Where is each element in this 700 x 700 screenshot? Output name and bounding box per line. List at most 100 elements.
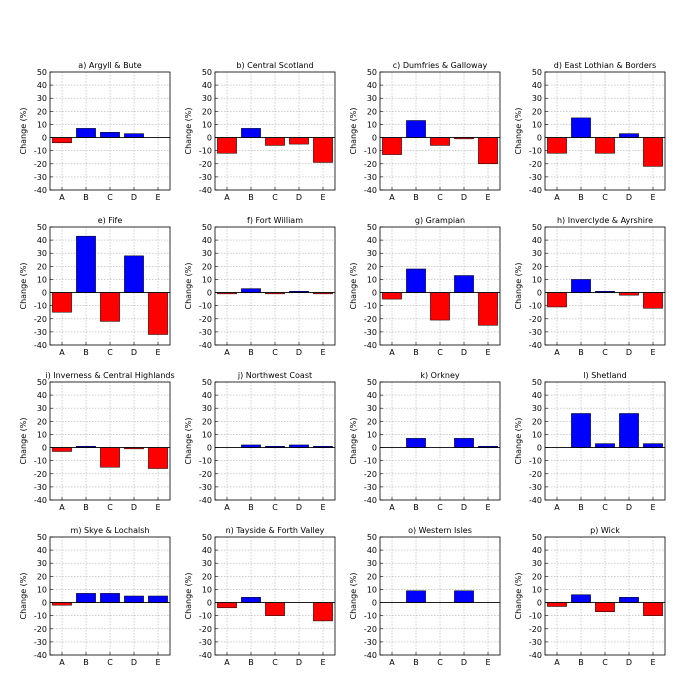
subplot-10: j) Northwest Coast -40 -30 -20 -10 0 10 20 30 40 5… bbox=[184, 371, 336, 512]
y-tick-label: -30 bbox=[364, 483, 377, 492]
y-tick-label: -20 bbox=[529, 160, 542, 169]
y-tick-label: -20 bbox=[34, 315, 47, 324]
y-tick-label: 0 bbox=[42, 289, 47, 298]
bar-A bbox=[217, 602, 237, 609]
y-tick-label: 30 bbox=[202, 94, 212, 103]
y-tick-label: -30 bbox=[364, 173, 377, 182]
x-tick-label: B bbox=[248, 193, 254, 202]
y-tick-label: -10 bbox=[34, 302, 47, 311]
bar-E bbox=[478, 137, 498, 165]
y-axis-label: Change (%) bbox=[349, 572, 358, 619]
y-tick-label: 20 bbox=[37, 262, 47, 271]
y-tick-label: -10 bbox=[529, 612, 542, 621]
x-tick-label: E bbox=[155, 503, 160, 512]
y-tick-label: 0 bbox=[207, 444, 212, 453]
x-tick-label: D bbox=[296, 193, 302, 202]
bar-D bbox=[619, 413, 639, 448]
bar-C bbox=[430, 137, 450, 146]
axes-frame bbox=[214, 71, 336, 191]
y-tick-label: -40 bbox=[364, 651, 377, 660]
bar-E bbox=[643, 292, 663, 309]
x-tick-label: B bbox=[578, 658, 584, 667]
x-tick-label: E bbox=[320, 348, 325, 357]
y-tick-label: -40 bbox=[199, 186, 212, 195]
bar-A bbox=[382, 292, 402, 300]
x-tick-label: C bbox=[107, 503, 113, 512]
x-tick-label: E bbox=[155, 193, 160, 202]
y-tick-label: -10 bbox=[364, 612, 377, 621]
y-tick-label: -20 bbox=[529, 315, 542, 324]
y-tick-label: 40 bbox=[367, 236, 377, 245]
x-tick-label: D bbox=[461, 503, 467, 512]
y-tick-label: -40 bbox=[34, 496, 47, 505]
y-tick-label: 10 bbox=[532, 585, 542, 594]
y-tick-label: 10 bbox=[202, 275, 212, 284]
y-axis-label: Change (%) bbox=[349, 417, 358, 464]
x-tick-label: B bbox=[413, 503, 419, 512]
y-tick-label: -30 bbox=[34, 638, 47, 647]
x-tick-label: D bbox=[626, 193, 632, 202]
x-tick-label: A bbox=[224, 348, 230, 357]
x-tick-label: E bbox=[155, 348, 160, 357]
x-tick-label: B bbox=[413, 193, 419, 202]
x-tick-label: A bbox=[59, 193, 65, 202]
subplot-12: l) Shetland -40 -30 -20 -10 0 10 20 30 40 50 A B C D E C… bbox=[514, 371, 666, 512]
y-tick-label: 0 bbox=[537, 599, 542, 608]
axes-frame bbox=[544, 226, 666, 346]
subplot-8: h) Inverclyde & Ayrshire -40 -30 -20 -10 0 10 2… bbox=[514, 216, 666, 357]
bar-B bbox=[406, 590, 426, 603]
x-tick-label: A bbox=[389, 348, 395, 357]
y-tick-label: 30 bbox=[367, 404, 377, 413]
bar-A bbox=[547, 137, 567, 154]
y-tick-label: -30 bbox=[364, 638, 377, 647]
subplot-title: i) Inverness & Central Highlands bbox=[45, 371, 174, 380]
x-tick-label: D bbox=[131, 658, 137, 667]
y-tick-label: 30 bbox=[37, 249, 47, 258]
subplot-title: c) Dumfries & Galloway bbox=[393, 61, 488, 70]
x-tick-label: B bbox=[83, 193, 89, 202]
axes-frame bbox=[49, 226, 171, 346]
y-tick-label: 50 bbox=[532, 533, 542, 542]
y-tick-label: 0 bbox=[372, 134, 377, 143]
axes-frame bbox=[49, 71, 171, 191]
subplot-3: c) Dumfries & Galloway -40 -30 -20 -10 0 10 20 3… bbox=[349, 61, 501, 202]
bar-B bbox=[571, 279, 591, 293]
y-tick-label: 30 bbox=[37, 94, 47, 103]
y-tick-label: -10 bbox=[529, 457, 542, 466]
y-tick-label: -40 bbox=[199, 651, 212, 660]
y-tick-label: 0 bbox=[42, 134, 47, 143]
axes-frame bbox=[544, 71, 666, 191]
y-axis-label: Change (%) bbox=[514, 262, 523, 309]
x-tick-label: B bbox=[578, 348, 584, 357]
y-tick-label: 30 bbox=[367, 249, 377, 258]
subplot-1: a) Argyll & Bute -40 -30 -20 -10 0 10 20 30 40 50 A… bbox=[19, 61, 171, 202]
bar-E bbox=[478, 292, 498, 326]
x-tick-label: A bbox=[554, 503, 560, 512]
subplot-title: f) Fort William bbox=[247, 216, 303, 225]
x-tick-label: C bbox=[107, 348, 113, 357]
y-tick-label: 10 bbox=[37, 585, 47, 594]
y-tick-label: -30 bbox=[199, 483, 212, 492]
subplot-14: n) Tayside & Forth Valley -40 -30 -20 -10 0 10… bbox=[184, 526, 336, 667]
y-axis-label: Change (%) bbox=[349, 262, 358, 309]
bar-C bbox=[595, 602, 615, 612]
x-tick-label: C bbox=[272, 503, 278, 512]
y-tick-label: -20 bbox=[199, 625, 212, 634]
y-tick-label: 30 bbox=[532, 404, 542, 413]
x-tick-label: B bbox=[413, 348, 419, 357]
subplot-16: p) Wick -40 -30 -20 -10 0 10 20 30 40 50 A B C D E Chang… bbox=[514, 526, 666, 667]
x-tick-label: A bbox=[224, 503, 230, 512]
y-tick-label: 20 bbox=[202, 262, 212, 271]
bar-A bbox=[382, 137, 402, 155]
y-tick-label: 50 bbox=[202, 533, 212, 542]
axes-frame bbox=[49, 536, 171, 656]
y-tick-label: 20 bbox=[37, 107, 47, 116]
y-tick-label: 40 bbox=[202, 391, 212, 400]
y-tick-label: 20 bbox=[532, 107, 542, 116]
axes-frame bbox=[214, 381, 336, 501]
y-tick-label: 10 bbox=[202, 120, 212, 129]
y-tick-label: -10 bbox=[199, 612, 212, 621]
y-tick-label: -10 bbox=[364, 302, 377, 311]
x-tick-label: D bbox=[461, 348, 467, 357]
y-tick-label: 0 bbox=[372, 444, 377, 453]
